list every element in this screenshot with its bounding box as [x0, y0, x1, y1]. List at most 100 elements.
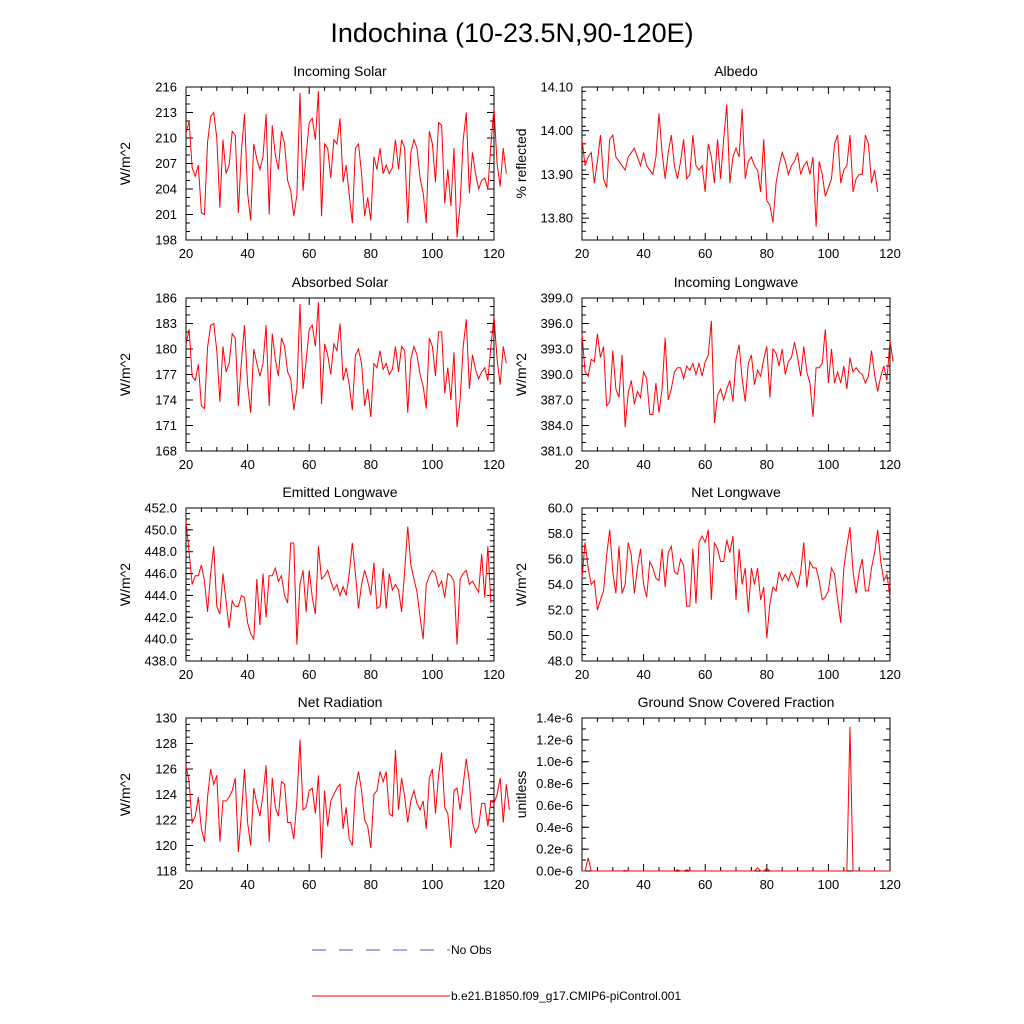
- y-tick-label: 0.4e-6: [536, 820, 573, 835]
- x-tick-label: 60: [698, 457, 712, 472]
- y-tick-label: 48.0: [548, 654, 573, 669]
- y-tick-label: 438.0: [144, 654, 177, 669]
- x-tick-label: 60: [698, 667, 712, 682]
- panel-2: Albedo % reflected 20 40 60 80 100 120 13.80 13.9…: [513, 63, 901, 261]
- y-tick-label: 201: [155, 207, 177, 222]
- y-tick-label: 442.0: [144, 610, 177, 625]
- series-line: [581, 320, 894, 428]
- y-tick-label: 14.10: [540, 80, 573, 95]
- panel-title: Incoming Solar: [293, 63, 387, 79]
- x-tick-label: 40: [240, 246, 254, 261]
- y-tick-label: 198: [155, 233, 177, 248]
- x-tick-label: 100: [818, 667, 840, 682]
- x-tick-label: 120: [483, 667, 505, 682]
- x-tick-label: 20: [575, 457, 589, 472]
- x-tick-label: 80: [760, 667, 774, 682]
- y-tick-label: 124: [155, 787, 177, 802]
- main-title: Indochina (10-23.5N,90-120E): [330, 18, 693, 48]
- y-tick-label: 387.0: [540, 393, 573, 408]
- x-tick-label: 20: [575, 877, 589, 892]
- plot-frame: [581, 297, 891, 452]
- y-tick-label: 444.0: [144, 588, 177, 603]
- x-tick-label: 120: [879, 877, 901, 892]
- x-tick-label: 60: [302, 246, 316, 261]
- y-tick-label: 393.0: [540, 342, 573, 357]
- y-tick-label: 122: [155, 813, 177, 828]
- y-tick-label: 0.8e-6: [536, 776, 573, 791]
- y-tick-label: 450.0: [144, 522, 177, 537]
- x-tick-label: 120: [483, 246, 505, 261]
- plot-frame: [581, 86, 891, 241]
- x-tick-label: 40: [240, 877, 254, 892]
- legend-model-label: b.e21.B1850.f09_g17.CMIP6-piControl.001: [451, 989, 681, 1003]
- panel-7: Net Radiation W/m^2 20 40 60 80 100 120 118 120 12…: [117, 694, 510, 892]
- series-line: [185, 91, 507, 238]
- x-tick-label: 80: [364, 667, 378, 682]
- y-tick-label: 130: [155, 711, 177, 726]
- y-axis-label: W/m^2: [513, 353, 529, 396]
- y-tick-label: 52.0: [548, 603, 573, 618]
- panel-title: Incoming Longwave: [674, 274, 799, 290]
- y-axis-label: unitless: [513, 771, 529, 818]
- panel-5: Emitted Longwave W/m^2 20 40 60 80 100 120 438.0…: [117, 484, 505, 682]
- y-tick-label: 399.0: [540, 291, 573, 306]
- y-tick-label: 56.0: [548, 552, 573, 567]
- legend-obs-label: No Obs: [451, 943, 492, 957]
- y-tick-label: 207: [155, 156, 177, 171]
- x-tick-label: 100: [422, 877, 444, 892]
- y-tick-label: 204: [155, 182, 177, 197]
- y-axis-label: % reflected: [513, 128, 529, 198]
- x-tick-label: 80: [364, 877, 378, 892]
- y-tick-label: 171: [155, 418, 177, 433]
- y-tick-label: 126: [155, 762, 177, 777]
- x-tick-label: 40: [636, 877, 650, 892]
- x-tick-label: 100: [818, 457, 840, 472]
- plot-frame: [185, 86, 495, 241]
- y-tick-label: 14.00: [540, 123, 573, 138]
- panel-title: Net Radiation: [298, 694, 383, 710]
- series-line: [185, 302, 507, 428]
- y-axis-label: W/m^2: [117, 142, 133, 185]
- y-axis-label: W/m^2: [117, 353, 133, 396]
- series-line: [185, 739, 510, 859]
- y-tick-label: 0.6e-6: [536, 798, 573, 813]
- x-tick-label: 60: [302, 667, 316, 682]
- x-tick-label: 60: [302, 877, 316, 892]
- y-tick-label: 0.0e-6: [536, 864, 573, 879]
- panel-title: Net Longwave: [691, 484, 781, 500]
- y-tick-label: 213: [155, 105, 177, 120]
- plot-frame: [581, 717, 891, 872]
- y-tick-label: 54.0: [548, 577, 573, 592]
- x-tick-label: 100: [818, 877, 840, 892]
- panel-6: Net Longwave W/m^2 20 40 60 80 100 120 48.0 50.0 5…: [513, 484, 901, 682]
- panel-8: Ground Snow Covered Fraction unitless 20 40…: [513, 694, 901, 892]
- y-tick-label: 396.0: [540, 316, 573, 331]
- y-tick-label: 1.4e-6: [536, 711, 573, 726]
- x-tick-label: 20: [575, 246, 589, 261]
- series-line: [581, 104, 879, 227]
- series-line: [581, 527, 891, 639]
- y-tick-label: 60.0: [548, 501, 573, 516]
- x-tick-label: 120: [879, 246, 901, 261]
- x-tick-label: 80: [760, 457, 774, 472]
- y-tick-label: 390.0: [540, 367, 573, 382]
- y-tick-label: 186: [155, 291, 177, 306]
- x-tick-label: 60: [302, 457, 316, 472]
- x-tick-label: 40: [240, 667, 254, 682]
- x-tick-label: 80: [364, 457, 378, 472]
- series-line: [582, 726, 890, 872]
- y-tick-label: 120: [155, 838, 177, 853]
- panel-3: Absorbed Solar W/m^2 20 40 60 80 100 120 168 171 1…: [117, 274, 507, 472]
- x-tick-label: 40: [240, 457, 254, 472]
- y-tick-label: 446.0: [144, 566, 177, 581]
- series-line: [185, 521, 492, 645]
- y-tick-label: 58.0: [548, 526, 573, 541]
- panel-title: Absorbed Solar: [292, 274, 389, 290]
- x-tick-label: 40: [636, 246, 650, 261]
- x-tick-label: 120: [483, 877, 505, 892]
- panel-4: Incoming Longwave W/m^2 20 40 60 80 100 120 381.…: [513, 274, 901, 472]
- x-tick-label: 120: [879, 457, 901, 472]
- y-tick-label: 118: [156, 864, 177, 879]
